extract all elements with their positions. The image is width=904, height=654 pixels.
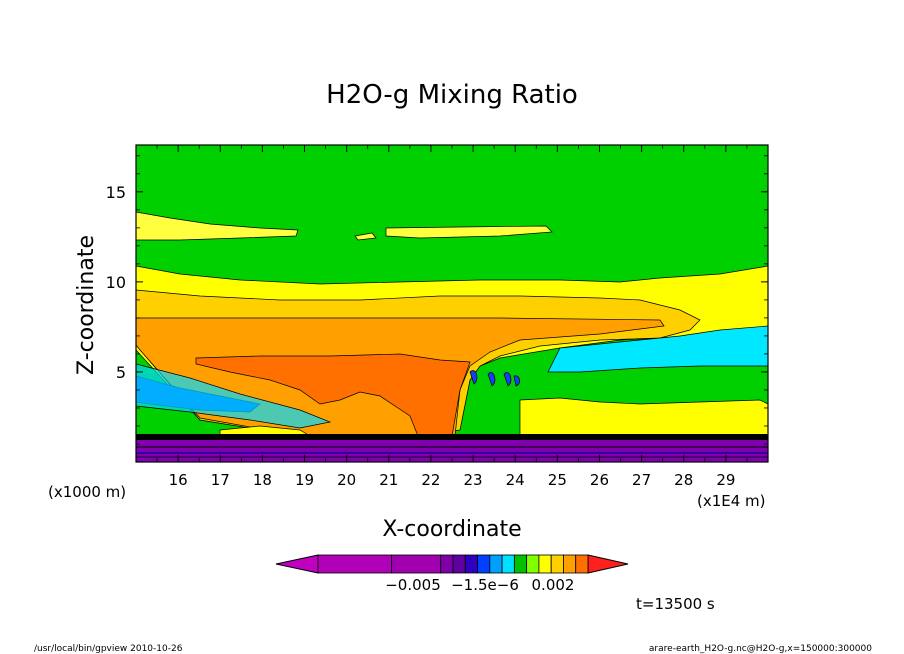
purple-stripe-1 (136, 446, 768, 448)
x-tick-label: 20 (337, 471, 356, 489)
x-tick-label: 29 (716, 471, 735, 489)
time-label: t=13500 s (636, 595, 715, 613)
footer-left: /usr/local/bin/gpview 2010-10-26 (34, 644, 183, 654)
x-tick-label: 26 (590, 471, 609, 489)
blue-cells (469, 370, 520, 387)
y-tick-label: 5 (116, 363, 126, 382)
colorbar-cell (477, 554, 491, 574)
colorbar-label-high: 0.002 (532, 576, 575, 594)
colorbar-label-low: −0.005 (385, 576, 441, 594)
x-axis-label: X-coordinate (382, 517, 521, 542)
y-tick-label: 10 (106, 273, 126, 292)
colorbar-arrow-low (275, 554, 319, 574)
purple-band (136, 440, 768, 462)
colorbar-labels: −0.005 −1.5e−6 0.002 (385, 576, 574, 594)
x-tick-label: 23 (464, 471, 483, 489)
x-tick-label: 24 (506, 471, 525, 489)
colorbar-arrow-high (587, 554, 629, 574)
chart-title: H2O-g Mixing Ratio (326, 80, 578, 110)
colorbar-cell (538, 554, 552, 574)
x-tick-label: 27 (632, 471, 651, 489)
colorbar-cell (452, 554, 466, 574)
footer-right: arare-earth_H2O-g.nc@H2O-g,x=150000:3000… (649, 644, 872, 654)
x-unit-right: (x1E4 m) (697, 492, 766, 510)
colorbar-cell (391, 554, 442, 574)
colorbar-cell (513, 554, 528, 574)
contour-field (136, 145, 768, 462)
colorbar-cell (563, 554, 577, 574)
x-tick-label: 22 (421, 471, 440, 489)
colorbar (275, 554, 629, 574)
colorbar-cell (489, 554, 503, 574)
colorbar-cell (440, 554, 454, 574)
dark-orange-core (195, 353, 471, 437)
colorbar-cell (550, 554, 564, 574)
colorbar-cell (317, 554, 393, 574)
x-tick-label: 19 (295, 471, 314, 489)
cyan-left-tongue (136, 363, 332, 429)
upper-yellow-band-2 (385, 225, 553, 239)
y-axis-label: Z-coordinate (74, 235, 99, 375)
y-ticks: 5 10 15 (106, 155, 768, 445)
x-tick-label: 18 (253, 471, 272, 489)
black-band (136, 434, 768, 440)
colorbar-cell (464, 554, 478, 574)
purple-stripe-3 (136, 456, 768, 458)
cyan-region (547, 325, 768, 373)
x-tick-label: 17 (211, 471, 230, 489)
x-tick-label: 21 (379, 471, 398, 489)
purple-stripe-2 (136, 452, 768, 454)
upper-yellow-band (136, 211, 299, 241)
x-tick-label: 25 (548, 471, 567, 489)
x-tick-label: 28 (674, 471, 693, 489)
colorbar-cell (501, 554, 515, 574)
yellow-lower-right (519, 397, 768, 437)
x-ticks: 16 17 18 19 20 21 22 23 24 25 26 27 28 29 (156, 145, 748, 489)
y-tick-label: 15 (106, 183, 126, 202)
colorbar-cell (575, 554, 589, 574)
x-unit-left: (x1000 m) (48, 483, 126, 501)
colorbar-label-mid: −1.5e−6 (451, 576, 519, 594)
x-tick-label: 16 (169, 471, 188, 489)
small-yellow-patch (354, 232, 377, 241)
colorbar-cell (526, 554, 540, 574)
